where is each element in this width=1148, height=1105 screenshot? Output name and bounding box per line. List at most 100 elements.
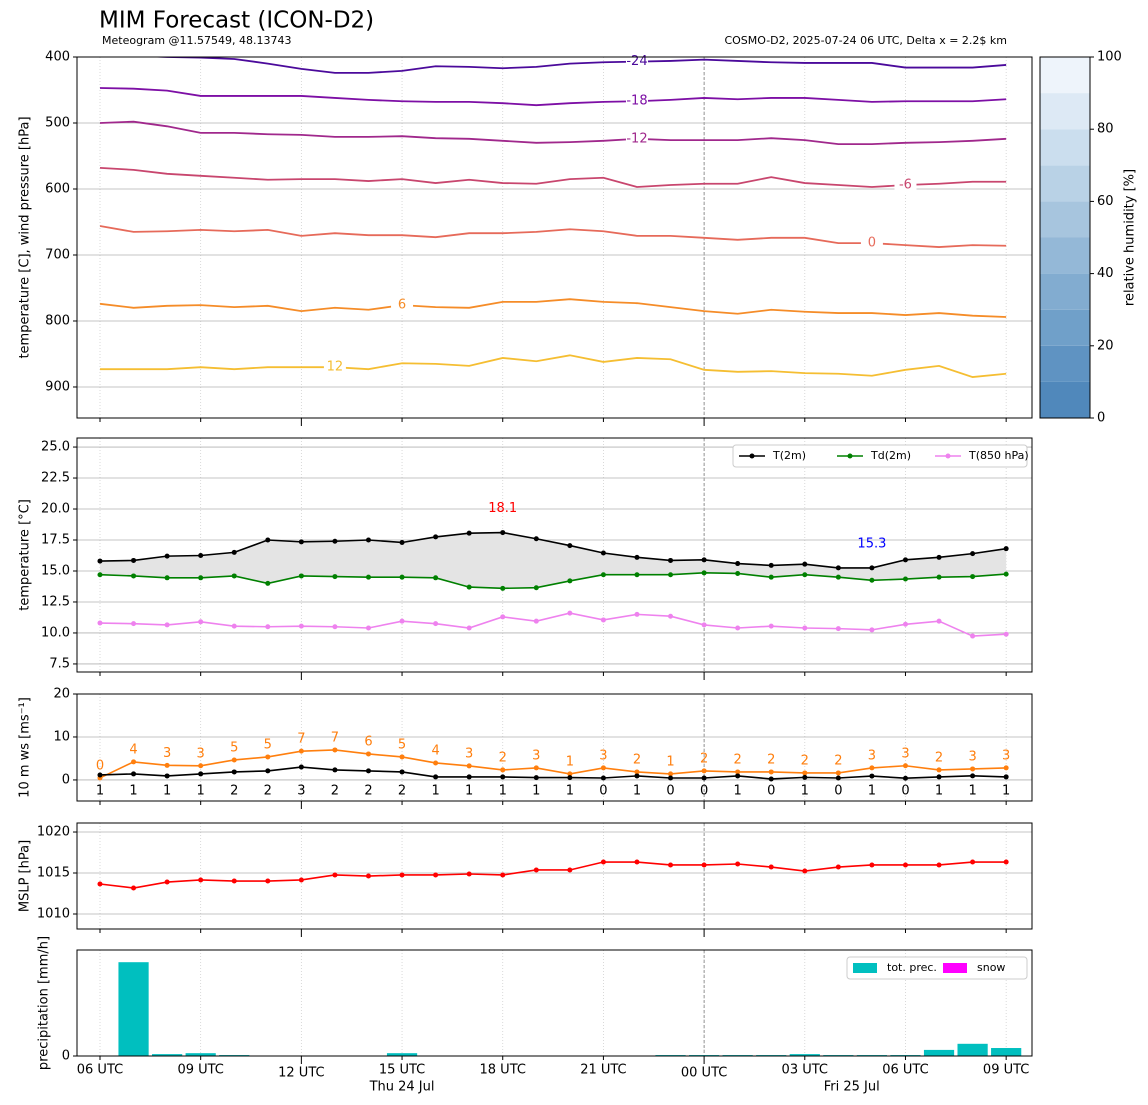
series-point bbox=[936, 767, 942, 773]
colorbar-band bbox=[1040, 309, 1090, 346]
value-label: 4 bbox=[431, 743, 439, 758]
value-label: 5 bbox=[230, 740, 238, 755]
series-point bbox=[433, 774, 439, 780]
series-point bbox=[936, 618, 942, 624]
series-point bbox=[1003, 631, 1009, 637]
value-label: 2 bbox=[834, 753, 842, 768]
series-point bbox=[668, 572, 674, 578]
legend-swatch bbox=[943, 963, 967, 973]
series-line bbox=[99, 120, 1007, 146]
colorbar-tick-label: 20 bbox=[1097, 338, 1114, 353]
plot-frame bbox=[76, 437, 1033, 673]
value-label: 2 bbox=[331, 784, 339, 799]
value-label: 5 bbox=[264, 737, 272, 752]
series-line bbox=[99, 612, 1007, 637]
series-point bbox=[198, 763, 204, 769]
date-label: Fri 25 Jul bbox=[824, 1080, 880, 1095]
contour-label: 6 bbox=[398, 298, 406, 313]
series-point bbox=[533, 765, 539, 771]
value-label: 3 bbox=[868, 748, 876, 763]
value-label: 0 bbox=[767, 784, 775, 799]
legend-swatch bbox=[853, 963, 877, 973]
x-tick-label: 15 UTC bbox=[379, 1063, 425, 1078]
value-label: 2 bbox=[264, 784, 272, 799]
colorbar-band bbox=[1040, 345, 1090, 382]
plot-frame bbox=[76, 693, 1033, 802]
colorbar-label: relative humidity [%] bbox=[1123, 169, 1138, 306]
series-point bbox=[265, 580, 271, 586]
bar bbox=[789, 1054, 820, 1056]
value-label: 3 bbox=[163, 746, 171, 761]
y-tick-label: 17.5 bbox=[41, 533, 70, 548]
series-line bbox=[99, 572, 1007, 590]
series-point bbox=[298, 748, 304, 754]
series-point bbox=[164, 575, 170, 581]
series-point bbox=[701, 768, 707, 774]
x-tick-label: 00 UTC bbox=[681, 1066, 727, 1081]
series-point bbox=[164, 553, 170, 559]
series-point bbox=[298, 623, 304, 629]
series-point bbox=[634, 859, 640, 865]
series-point bbox=[735, 561, 741, 567]
value-label: 1 bbox=[163, 784, 171, 799]
bar bbox=[118, 962, 149, 1056]
series-line bbox=[99, 298, 1007, 318]
series-point bbox=[131, 573, 137, 579]
series-point bbox=[634, 554, 640, 560]
contour-label: 0 bbox=[868, 236, 876, 251]
series-point bbox=[735, 625, 741, 631]
series-point bbox=[500, 872, 506, 878]
series-point bbox=[835, 864, 841, 870]
series-point bbox=[1003, 571, 1009, 577]
colorbar-band bbox=[1040, 381, 1090, 418]
y-tick-label: 800 bbox=[45, 313, 70, 328]
value-label: 1 bbox=[96, 784, 104, 799]
value-label: 1 bbox=[734, 784, 742, 799]
series-point bbox=[567, 578, 573, 584]
series-point bbox=[668, 557, 674, 563]
series-point bbox=[936, 554, 942, 560]
series-point bbox=[365, 574, 371, 580]
value-label: 0 bbox=[700, 784, 708, 799]
value-label: 7 bbox=[331, 730, 339, 745]
series-point bbox=[533, 775, 539, 781]
x-tick-label: 12 UTC bbox=[278, 1066, 324, 1081]
series-line bbox=[99, 225, 1007, 248]
series-point bbox=[735, 769, 741, 775]
series-point bbox=[131, 885, 137, 891]
value-label: 2 bbox=[767, 752, 775, 767]
y-tick-label: 20 bbox=[53, 687, 70, 702]
series-point bbox=[668, 613, 674, 619]
series-point bbox=[970, 859, 976, 865]
y-axis-label: temperature [°C] bbox=[18, 499, 33, 611]
series-point bbox=[869, 565, 875, 571]
value-label: 3 bbox=[901, 746, 909, 761]
legend-marker bbox=[945, 453, 951, 459]
series-point bbox=[164, 762, 170, 768]
contour-label-bg bbox=[323, 359, 346, 376]
contour-label: 12 bbox=[327, 360, 344, 375]
y-tick-label: 12.5 bbox=[41, 594, 70, 609]
legend-label: T(2m) bbox=[772, 449, 806, 462]
value-label: 3 bbox=[1002, 748, 1010, 763]
value-label: 0 bbox=[901, 784, 909, 799]
series-point bbox=[701, 570, 707, 576]
series-point bbox=[802, 625, 808, 631]
value-label: 2 bbox=[398, 784, 406, 799]
value-label: 1 bbox=[566, 784, 574, 799]
value-label: 3 bbox=[297, 784, 305, 799]
series-point bbox=[902, 621, 908, 627]
series-point bbox=[466, 530, 472, 536]
series-point bbox=[97, 572, 103, 578]
series-point bbox=[869, 862, 875, 868]
colorbar-tick-label: 0 bbox=[1097, 411, 1105, 426]
value-label: 5 bbox=[398, 737, 406, 752]
series-line bbox=[99, 749, 1007, 779]
series-point bbox=[902, 775, 908, 781]
y-tick-label: 900 bbox=[45, 379, 70, 394]
series-point bbox=[668, 775, 674, 781]
series-point bbox=[600, 617, 606, 623]
series-point bbox=[533, 867, 539, 873]
y-axis-label: 10 m ws [ms⁻¹] bbox=[18, 697, 33, 798]
series-point bbox=[332, 872, 338, 878]
